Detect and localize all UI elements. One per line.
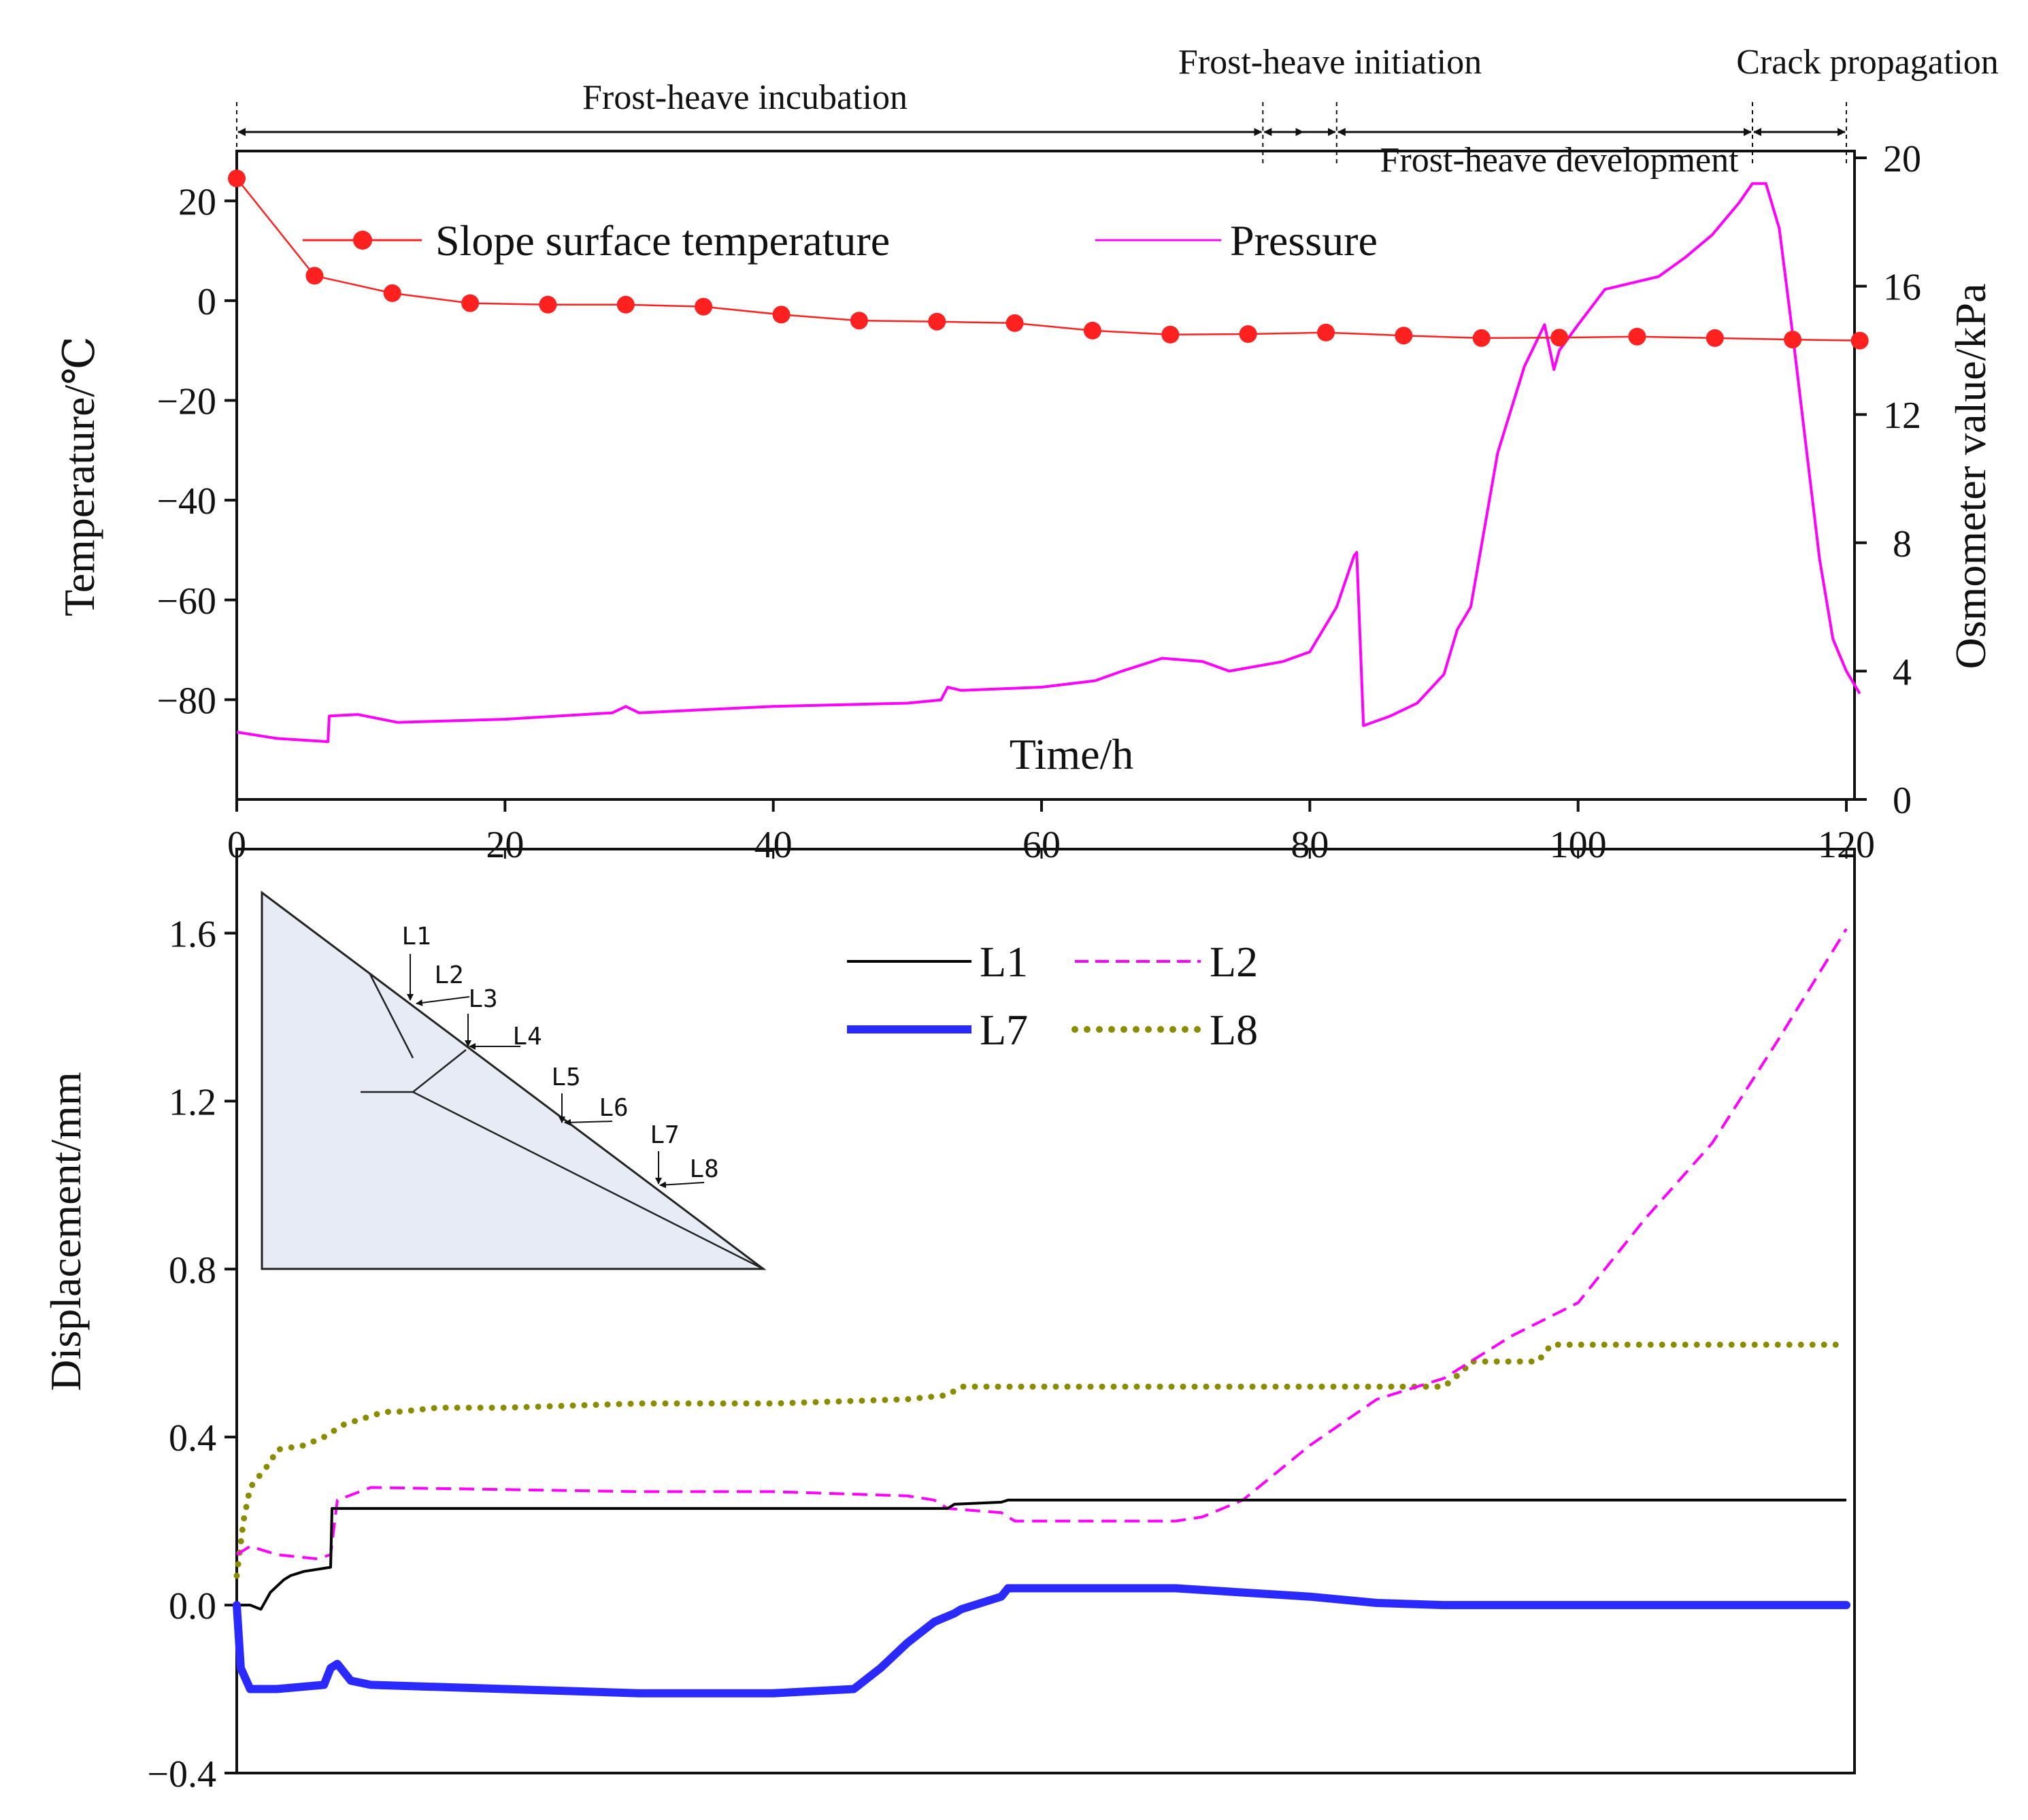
inset-label-l2: L2 — [434, 961, 463, 989]
inset-arrow-l6 — [564, 1119, 613, 1126]
top-y2-tick-label: 16 — [1883, 267, 1921, 309]
top-y-tick-label: 0 — [197, 281, 216, 323]
inset-label-l5: L5 — [551, 1063, 580, 1091]
top-y2-tick-label: 0 — [1893, 780, 1912, 822]
top-y-tick-label: 20 — [178, 181, 216, 223]
inset-crack-lower — [412, 1091, 764, 1270]
temperature-point — [305, 267, 324, 285]
bottom-axes-ticks: 1.6 1.2 0.8 0.4 0.0 −0.4 — [147, 849, 1848, 1796]
inset-slope-body — [261, 890, 767, 1270]
bottom-plot-frame — [235, 848, 1856, 1774]
top-x-tick-label: 20 — [486, 824, 524, 866]
phase-label-initiation: Frost-heave initiation — [1178, 43, 1482, 82]
temperature-series-line — [236, 178, 1860, 342]
top-y-tick-label: −60 — [156, 580, 216, 623]
top-y2-tick-label: 4 — [1893, 651, 1912, 693]
phase-label-incubation: Frost-heave incubation — [582, 78, 908, 117]
bottom-chart: 1.6 1.2 0.8 0.4 0.0 −0.4 Displacement/mm L1 L… — [41, 848, 1856, 1796]
phase-annotations: Frost-heave incubation Frost-heave initi… — [236, 43, 1999, 180]
temperature-point — [383, 284, 401, 302]
top-y-axis-label: Temperature/℃ — [55, 336, 103, 616]
bottom-y-tick-label: 0.8 — [169, 1249, 216, 1291]
inset-arrow-l2 — [416, 996, 470, 1006]
top-x-tick-label: 40 — [754, 824, 793, 866]
top-y2-tick-label: 20 — [1883, 138, 1921, 180]
temperature-point — [850, 312, 868, 330]
temperature-point — [928, 312, 946, 331]
temperature-point — [1005, 314, 1024, 332]
phase-label-crack: Crack propagation — [1736, 43, 1999, 82]
temperature-point — [1706, 329, 1724, 347]
bottom-y-tick-label: 1.6 — [169, 913, 216, 955]
top-y-tick-label: −20 — [156, 381, 216, 423]
bottom-y-tick-label: 0.0 — [169, 1585, 216, 1627]
bottom-y-tick-label: 0.4 — [169, 1417, 216, 1459]
temperature-point — [1083, 321, 1101, 340]
top-y-tick-label: −40 — [156, 480, 216, 523]
inset-crack-upper — [368, 972, 414, 1059]
inset-label-l7: L7 — [650, 1121, 679, 1149]
top-x-tick-label: 100 — [1550, 824, 1607, 866]
temperature-point — [1395, 327, 1413, 345]
top-y2-tick-label: 8 — [1893, 523, 1912, 565]
temperature-point — [772, 305, 791, 324]
top-y2-tick-label: 12 — [1883, 395, 1921, 437]
series-l7-line — [233, 1584, 1850, 1698]
legend-l7-label: L7 — [980, 1006, 1028, 1054]
bottom-y-tick-label: −0.4 — [147, 1753, 216, 1796]
temperature-point — [1472, 329, 1491, 347]
top-x-tick-label: 80 — [1291, 824, 1329, 866]
top-x-tick-label: 60 — [1023, 824, 1061, 866]
legend-l1-label: L1 — [980, 938, 1028, 986]
legend-l8-label: L8 — [1210, 1006, 1258, 1054]
legend-l2-label: L2 — [1210, 938, 1258, 986]
top-x-tick-label: 120 — [1818, 824, 1875, 866]
top-chart: Frost-heave incubation Frost-heave initi… — [55, 43, 1999, 866]
temperature-point — [1628, 327, 1646, 346]
temperature-point — [1550, 329, 1569, 347]
series-l2-line — [235, 928, 1848, 1561]
bottom-series — [233, 928, 1850, 1698]
temperature-point — [1161, 325, 1180, 344]
top-y-tick-label: −80 — [156, 680, 216, 722]
temperature-point — [1784, 331, 1802, 349]
temperature-point — [1850, 331, 1869, 350]
legend-pressure-label: Pressure — [1230, 216, 1378, 265]
legend-temp-marker — [353, 231, 372, 250]
inset-arrow-l8 — [659, 1181, 705, 1189]
temperature-point — [1239, 325, 1257, 343]
top-y2-axis-label: Osmometer value/kPa — [1946, 284, 1995, 669]
top-series — [228, 169, 1869, 744]
temperature-point — [695, 297, 713, 316]
inset-label-l8: L8 — [689, 1155, 718, 1183]
temperature-point — [539, 295, 557, 314]
temperature-point — [461, 294, 480, 312]
top-plot-frame — [235, 150, 1856, 801]
inset-label-l6: L6 — [599, 1094, 628, 1122]
temperature-point — [1317, 323, 1335, 342]
temperature-point — [616, 295, 635, 314]
legend-temp-label: Slope surface temperature — [435, 216, 890, 265]
top-legend: Slope surface temperature Pressure — [303, 216, 1378, 265]
temperature-point — [228, 169, 246, 188]
phase-label-development: Frost-heave development — [1380, 141, 1739, 180]
bottom-y-axis-label: Displacement/mm — [41, 1072, 90, 1391]
series-l8-line — [233, 1341, 1850, 1579]
pressure-series-line — [236, 182, 1861, 744]
inset-label-l1: L1 — [401, 923, 431, 950]
bottom-legend: L1 L2 L7 L8 — [847, 938, 1258, 1054]
bottom-y-tick-label: 1.2 — [169, 1081, 216, 1123]
inset-label-l3: L3 — [468, 985, 497, 1013]
top-x-axis-label: Time/h — [1010, 730, 1134, 778]
series-l1-line — [237, 1498, 1846, 1611]
